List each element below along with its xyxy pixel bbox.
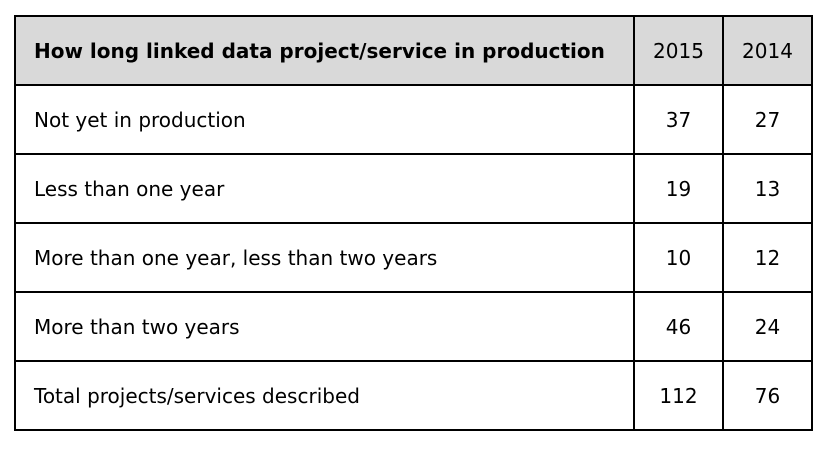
table-row: Not yet in production 37 27	[14, 84, 813, 155]
table-body: How long linked data project/service in …	[14, 15, 813, 431]
cell-value: 37	[633, 84, 724, 155]
cell-value: 13	[722, 153, 813, 224]
cell-value: 2015	[633, 15, 724, 86]
row-label: Not yet in production	[14, 84, 635, 155]
header-row: How long linked data project/service in …	[14, 15, 813, 86]
cell-value: 24	[722, 291, 813, 362]
row-label: How long linked data project/service in …	[14, 15, 635, 86]
table-row: Less than one year 19 13	[14, 153, 813, 224]
table-row: More than two years 46 24	[14, 291, 813, 362]
table-row: Total projects/services described 112 76	[14, 360, 813, 431]
cell-value: 112	[633, 360, 724, 431]
cell-value: 2014	[722, 15, 813, 86]
row-label: More than one year, less than two years	[14, 222, 635, 293]
cell-value: 76	[722, 360, 813, 431]
cell-value: 10	[633, 222, 724, 293]
table-row: More than one year, less than two years 1…	[14, 222, 813, 293]
data-table: How long linked data project/service in …	[14, 15, 813, 431]
cell-value: 19	[633, 153, 724, 224]
cell-value: 46	[633, 291, 724, 362]
row-label: Total projects/services described	[14, 360, 635, 431]
cell-value: 27	[722, 84, 813, 155]
row-label: Less than one year	[14, 153, 635, 224]
cell-value: 12	[722, 222, 813, 293]
row-label: More than two years	[14, 291, 635, 362]
